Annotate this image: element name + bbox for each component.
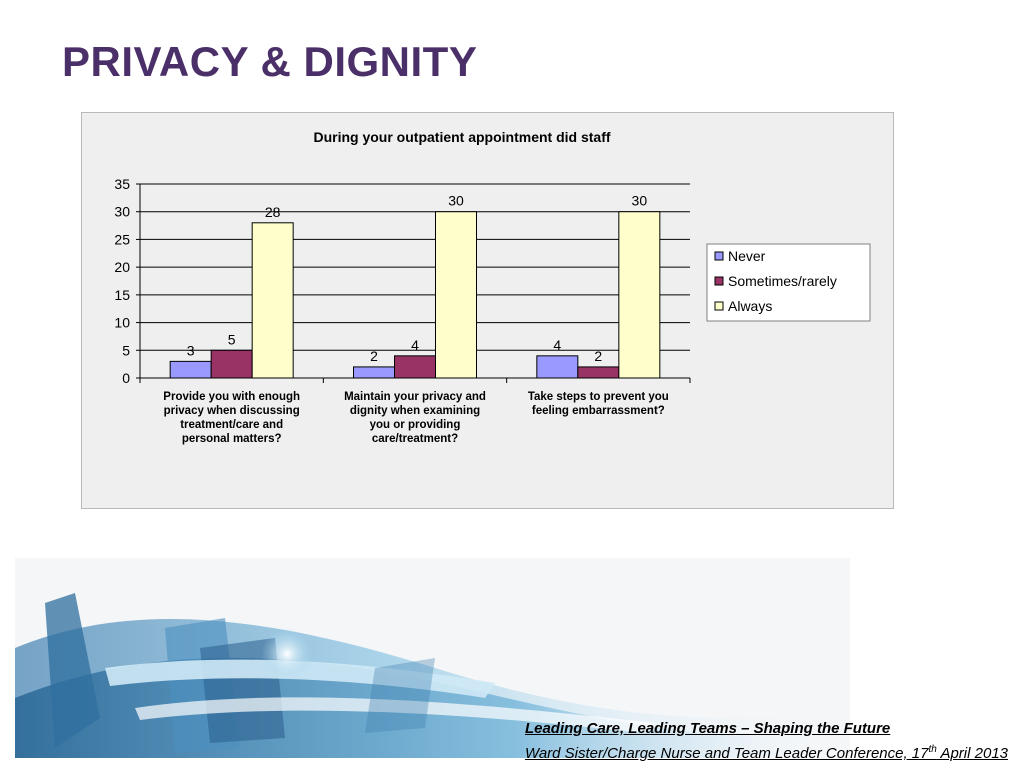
x-tick-label: Provide you with enough privacy when disc… — [163, 391, 300, 445]
y-tick-label: 15 — [114, 287, 130, 303]
bar-sometimes-rarely-3 — [577, 366, 620, 379]
legend-label: Sometimes/rarely — [728, 273, 837, 289]
x-tick-label: Take steps to prevent you feeling embarra… — [528, 391, 669, 417]
legend-swatch — [714, 301, 724, 311]
x-tick-label-line: treatment/care and — [180, 419, 283, 431]
x-tick-label-line: personal matters? — [182, 433, 282, 445]
x-tick-label-line: Provide you with enough — [163, 391, 300, 403]
y-tick-labels: 0 5 10 15 20 25 30 35 — [114, 176, 130, 386]
legend-label: Never — [728, 248, 766, 264]
gridlines — [140, 183, 690, 351]
y-tick-label: 0 — [122, 370, 130, 386]
legend: Never Sometimes/rarely Always — [706, 243, 871, 322]
footer-text: Leading Care, Leading Teams – Shaping th… — [525, 718, 1008, 764]
footer-line-2-prefix: Ward Sister/Charge Nurse and Team Leader… — [524, 745, 929, 762]
data-label: 4 — [553, 337, 561, 353]
bar-sometimes-rarely-1 — [210, 349, 253, 379]
bar-chart: During your outpatient appointment did s… — [114, 129, 871, 445]
decorative-wave-banner — [15, 558, 850, 758]
bars — [169, 211, 661, 379]
x-tick-label-line: feeling embarrassment? — [532, 405, 665, 417]
data-label: 4 — [411, 337, 419, 353]
data-label: 5 — [228, 331, 236, 347]
chart-title: During your outpatient appointment did s… — [313, 129, 610, 145]
data-label: 3 — [187, 342, 195, 358]
x-tick-label: Maintain your privacy and dignity when ex… — [344, 391, 486, 445]
y-tick-label: 10 — [114, 315, 130, 331]
bar-never-1 — [169, 360, 212, 379]
data-label: 2 — [370, 348, 378, 364]
bar-never-2 — [353, 366, 395, 379]
y-tick-label: 35 — [114, 176, 130, 192]
x-tick-labels: Provide you with enough privacy when disc… — [163, 391, 669, 445]
x-tick-label-line: care/treatment? — [372, 433, 458, 445]
data-label: 28 — [265, 204, 281, 220]
x-tick-label-line: dignity when examining — [350, 405, 480, 417]
bar-always-1 — [251, 222, 294, 379]
data-label: 30 — [448, 193, 464, 209]
legend-box — [706, 243, 871, 322]
y-tick-label: 25 — [114, 231, 130, 247]
x-tick-label-line: you or providing — [370, 419, 461, 431]
legend-swatch — [714, 251, 724, 261]
footer-line-2-sup: th — [928, 744, 937, 755]
x-tick-label-line: Maintain your privacy and — [344, 391, 486, 403]
data-labels: 3 5 28 2 4 30 4 2 30 — [187, 193, 648, 364]
bar-sometimes-rarely-2 — [394, 355, 436, 379]
x-tick-label-line: privacy when discussing — [164, 405, 300, 417]
chart-frame: During your outpatient appointment did s… — [81, 112, 894, 509]
bar-never-3 — [536, 355, 579, 379]
y-tick-label: 30 — [114, 204, 130, 220]
footer-line-1: Leading Care, Leading Teams – Shaping th… — [524, 720, 891, 737]
x-tick-label-line: Take steps to prevent you — [528, 391, 669, 403]
slide-title: PRIVACY & DIGNITY — [62, 38, 478, 85]
data-label: 30 — [632, 193, 648, 209]
data-label: 2 — [594, 348, 602, 364]
legend-swatch — [714, 276, 724, 286]
legend-label: Always — [728, 298, 772, 314]
bar-always-2 — [435, 211, 477, 379]
y-tick-label: 20 — [114, 259, 130, 275]
bar-always-3 — [618, 211, 661, 379]
y-tick-label: 5 — [122, 342, 130, 358]
footer-line-2-suffix: April 2013 — [936, 745, 1008, 762]
footer-line-2: Ward Sister/Charge Nurse and Team Leader… — [525, 739, 1008, 764]
